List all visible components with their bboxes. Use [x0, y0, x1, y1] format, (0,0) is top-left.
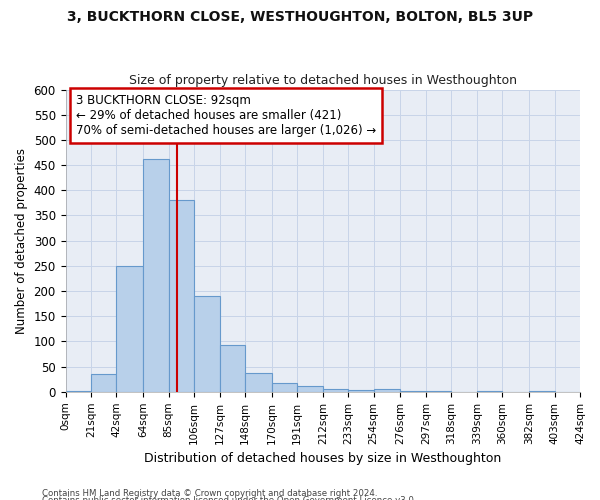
Text: Contains public sector information licensed under the Open Government Licence v3: Contains public sector information licen… [42, 496, 416, 500]
Bar [348, 390, 374, 392]
Bar [297, 386, 323, 392]
Bar [323, 389, 348, 392]
Bar [194, 296, 220, 392]
Bar [116, 266, 143, 392]
Bar [65, 391, 91, 392]
Text: 3 BUCKTHORN CLOSE: 92sqm
← 29% of detached houses are smaller (421)
70% of semi-: 3 BUCKTHORN CLOSE: 92sqm ← 29% of detach… [76, 94, 376, 137]
Bar [272, 384, 297, 392]
Bar [143, 159, 169, 392]
Bar [169, 200, 194, 392]
Text: Contains HM Land Registry data © Crown copyright and database right 2024.: Contains HM Land Registry data © Crown c… [42, 488, 377, 498]
Y-axis label: Number of detached properties: Number of detached properties [15, 148, 28, 334]
Bar [245, 373, 272, 392]
X-axis label: Distribution of detached houses by size in Westhoughton: Distribution of detached houses by size … [144, 452, 502, 465]
Bar [91, 374, 116, 392]
Title: Size of property relative to detached houses in Westhoughton: Size of property relative to detached ho… [129, 74, 517, 87]
Text: 3, BUCKTHORN CLOSE, WESTHOUGHTON, BOLTON, BL5 3UP: 3, BUCKTHORN CLOSE, WESTHOUGHTON, BOLTON… [67, 10, 533, 24]
Bar [374, 390, 400, 392]
Bar [220, 346, 245, 392]
